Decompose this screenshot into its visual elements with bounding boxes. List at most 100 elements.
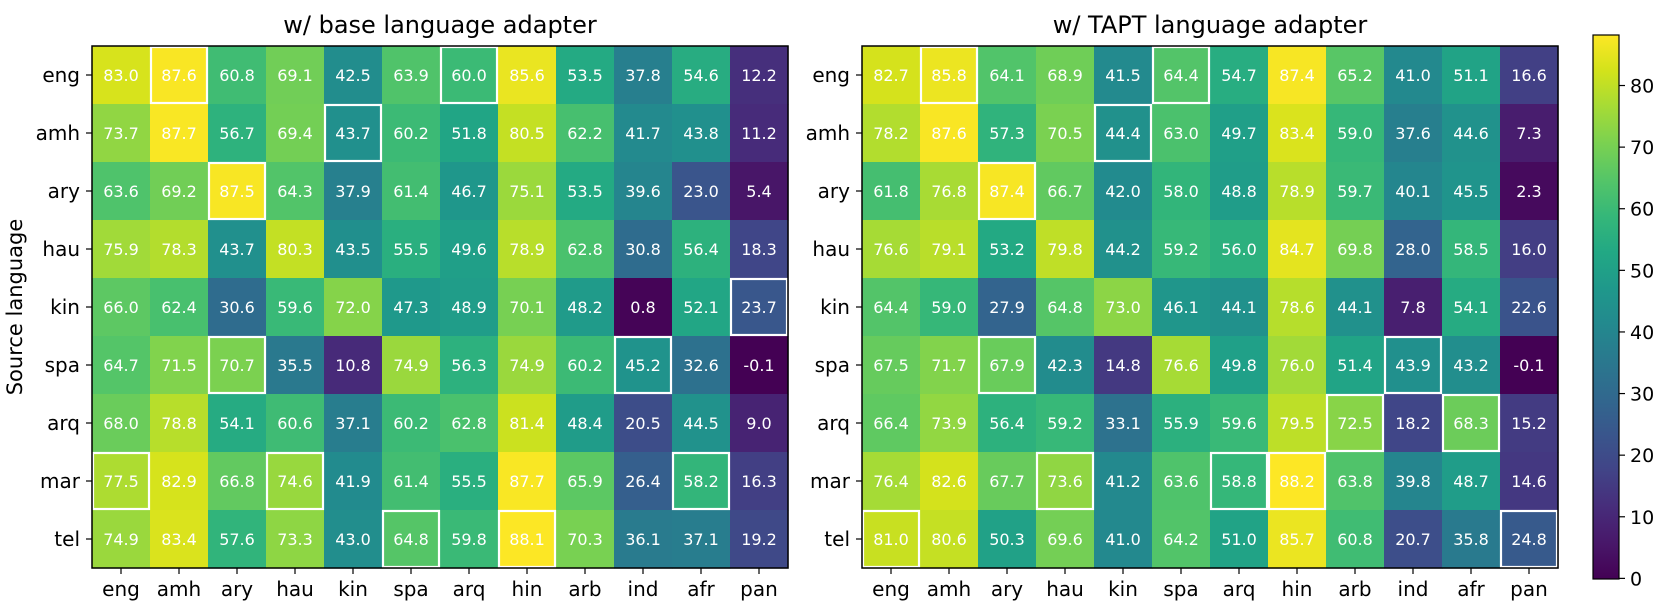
cell-value-label: 59.8 <box>451 530 487 549</box>
heatmap-cell <box>978 220 1037 279</box>
cell-value-label: 77.5 <box>103 472 139 491</box>
colorbar-tick-label: 0 <box>1630 568 1642 590</box>
cell-value-label: 71.7 <box>931 356 967 375</box>
cell-value-label: 63.0 <box>1163 124 1199 143</box>
cell-value-label: 88.2 <box>1279 472 1315 491</box>
cell-value-label: 10.8 <box>335 356 371 375</box>
heatmap-cell <box>978 104 1037 163</box>
cell-value-label: 73.9 <box>931 414 967 433</box>
heatmap-cell <box>1268 220 1327 279</box>
cell-value-label: 44.2 <box>1105 240 1141 259</box>
heatmap-cell <box>208 336 267 395</box>
colorbar-tick-label: 20 <box>1630 445 1654 467</box>
highlight-border <box>323 103 383 163</box>
heatmap-cell <box>862 220 921 279</box>
heatmap-cell <box>1500 336 1559 395</box>
cell-value-label: 53.5 <box>567 66 603 85</box>
heatmap-cell <box>150 510 209 569</box>
colorbar-tick-label: 70 <box>1630 137 1654 159</box>
x-tick-label: hau <box>276 577 314 601</box>
heatmap-cell <box>978 278 1037 337</box>
highlight-border <box>1267 451 1327 511</box>
cell-value-label: 73.6 <box>1047 472 1083 491</box>
heatmap-cell <box>1210 220 1269 279</box>
cell-value-label: 9.0 <box>746 414 771 433</box>
cell-value-label: 62.2 <box>567 124 603 143</box>
heatmap-cell <box>614 510 673 569</box>
heatmap-cell <box>382 46 441 105</box>
cell-value-label: 55.5 <box>451 472 487 491</box>
heatmap-cell <box>1326 220 1385 279</box>
cell-value-label: 12.2 <box>741 66 777 85</box>
heatmap-cell <box>1500 46 1559 105</box>
heatmap-cell <box>382 336 441 395</box>
heatmap-cell <box>150 46 209 105</box>
heatmap-cell <box>978 452 1037 511</box>
heatmap-cell <box>862 510 921 569</box>
heatmap-cell <box>498 452 557 511</box>
cell-value-label: 80.6 <box>931 530 967 549</box>
heatmap-cell <box>382 162 441 221</box>
cell-value-label: 69.2 <box>161 182 197 201</box>
heatmap-cell <box>150 452 209 511</box>
cell-value-label: 49.6 <box>451 240 487 259</box>
cell-value-label: 51.0 <box>1221 530 1257 549</box>
cell-value-label: 49.7 <box>1221 124 1257 143</box>
cell-value-label: 63.6 <box>103 182 139 201</box>
cell-value-label: 70.3 <box>567 530 603 549</box>
x-tick-label: afr <box>1457 577 1485 601</box>
x-tick-label: ary <box>221 577 253 601</box>
cell-value-label: 48.9 <box>451 298 487 317</box>
heatmap-cell <box>1268 336 1327 395</box>
x-tick-label: amh <box>927 577 971 601</box>
heatmap-cell <box>672 452 731 511</box>
heatmap-cell <box>1268 278 1327 337</box>
cell-value-label: 69.8 <box>1337 240 1373 259</box>
heatmap-cell <box>382 104 441 163</box>
heatmap-cell <box>92 162 151 221</box>
heatmap-cell <box>382 394 441 453</box>
x-tick-label: eng <box>102 577 140 601</box>
cell-value-label: 14.8 <box>1105 356 1141 375</box>
x-tick-label: arq <box>1223 577 1256 601</box>
cell-value-label: 52.1 <box>683 298 719 317</box>
heatmap-cell <box>150 278 209 337</box>
heatmap-cell <box>324 278 383 337</box>
y-tick-label: mar <box>40 469 81 493</box>
heatmap-cell <box>730 394 789 453</box>
heatmap-cell <box>1036 46 1095 105</box>
highlight-border <box>1035 451 1095 511</box>
x-tick-label: arq <box>453 577 486 601</box>
cell-value-label: 42.0 <box>1105 182 1141 201</box>
cell-value-label: 27.9 <box>989 298 1025 317</box>
highlight-border <box>1209 451 1269 511</box>
heatmap-cell <box>1442 46 1501 105</box>
cell-value-label: 65.9 <box>567 472 603 491</box>
highlight-border <box>1441 393 1501 453</box>
cell-value-label: 44.6 <box>1453 124 1489 143</box>
highlight-border <box>861 509 921 569</box>
heatmap-cell <box>978 46 1037 105</box>
cell-value-label: 60.0 <box>451 66 487 85</box>
heatmap-cell <box>1036 162 1095 221</box>
heatmap-cell <box>1268 510 1327 569</box>
y-tick-label: eng <box>42 63 80 87</box>
heatmap-cell <box>498 336 557 395</box>
cell-value-label: 39.6 <box>625 182 661 201</box>
heatmap-cell <box>978 394 1037 453</box>
highlight-border <box>497 509 557 569</box>
cell-value-label: 19.2 <box>741 530 777 549</box>
cell-value-label: 48.8 <box>1221 182 1257 201</box>
cell-value-label: 56.0 <box>1221 240 1257 259</box>
heatmap-cell <box>266 510 325 569</box>
heatmap-cell <box>92 46 151 105</box>
heatmap-cell <box>862 46 921 105</box>
chart-title: w/ base language adapter <box>283 11 597 39</box>
cell-value-label: 53.5 <box>567 182 603 201</box>
heatmap-cell <box>1210 278 1269 337</box>
cell-value-label: 60.2 <box>393 414 429 433</box>
heatmap-cell <box>1500 220 1559 279</box>
cell-value-label: 88.1 <box>509 530 545 549</box>
cell-value-label: 73.3 <box>277 530 313 549</box>
cell-value-label: 59.2 <box>1047 414 1083 433</box>
